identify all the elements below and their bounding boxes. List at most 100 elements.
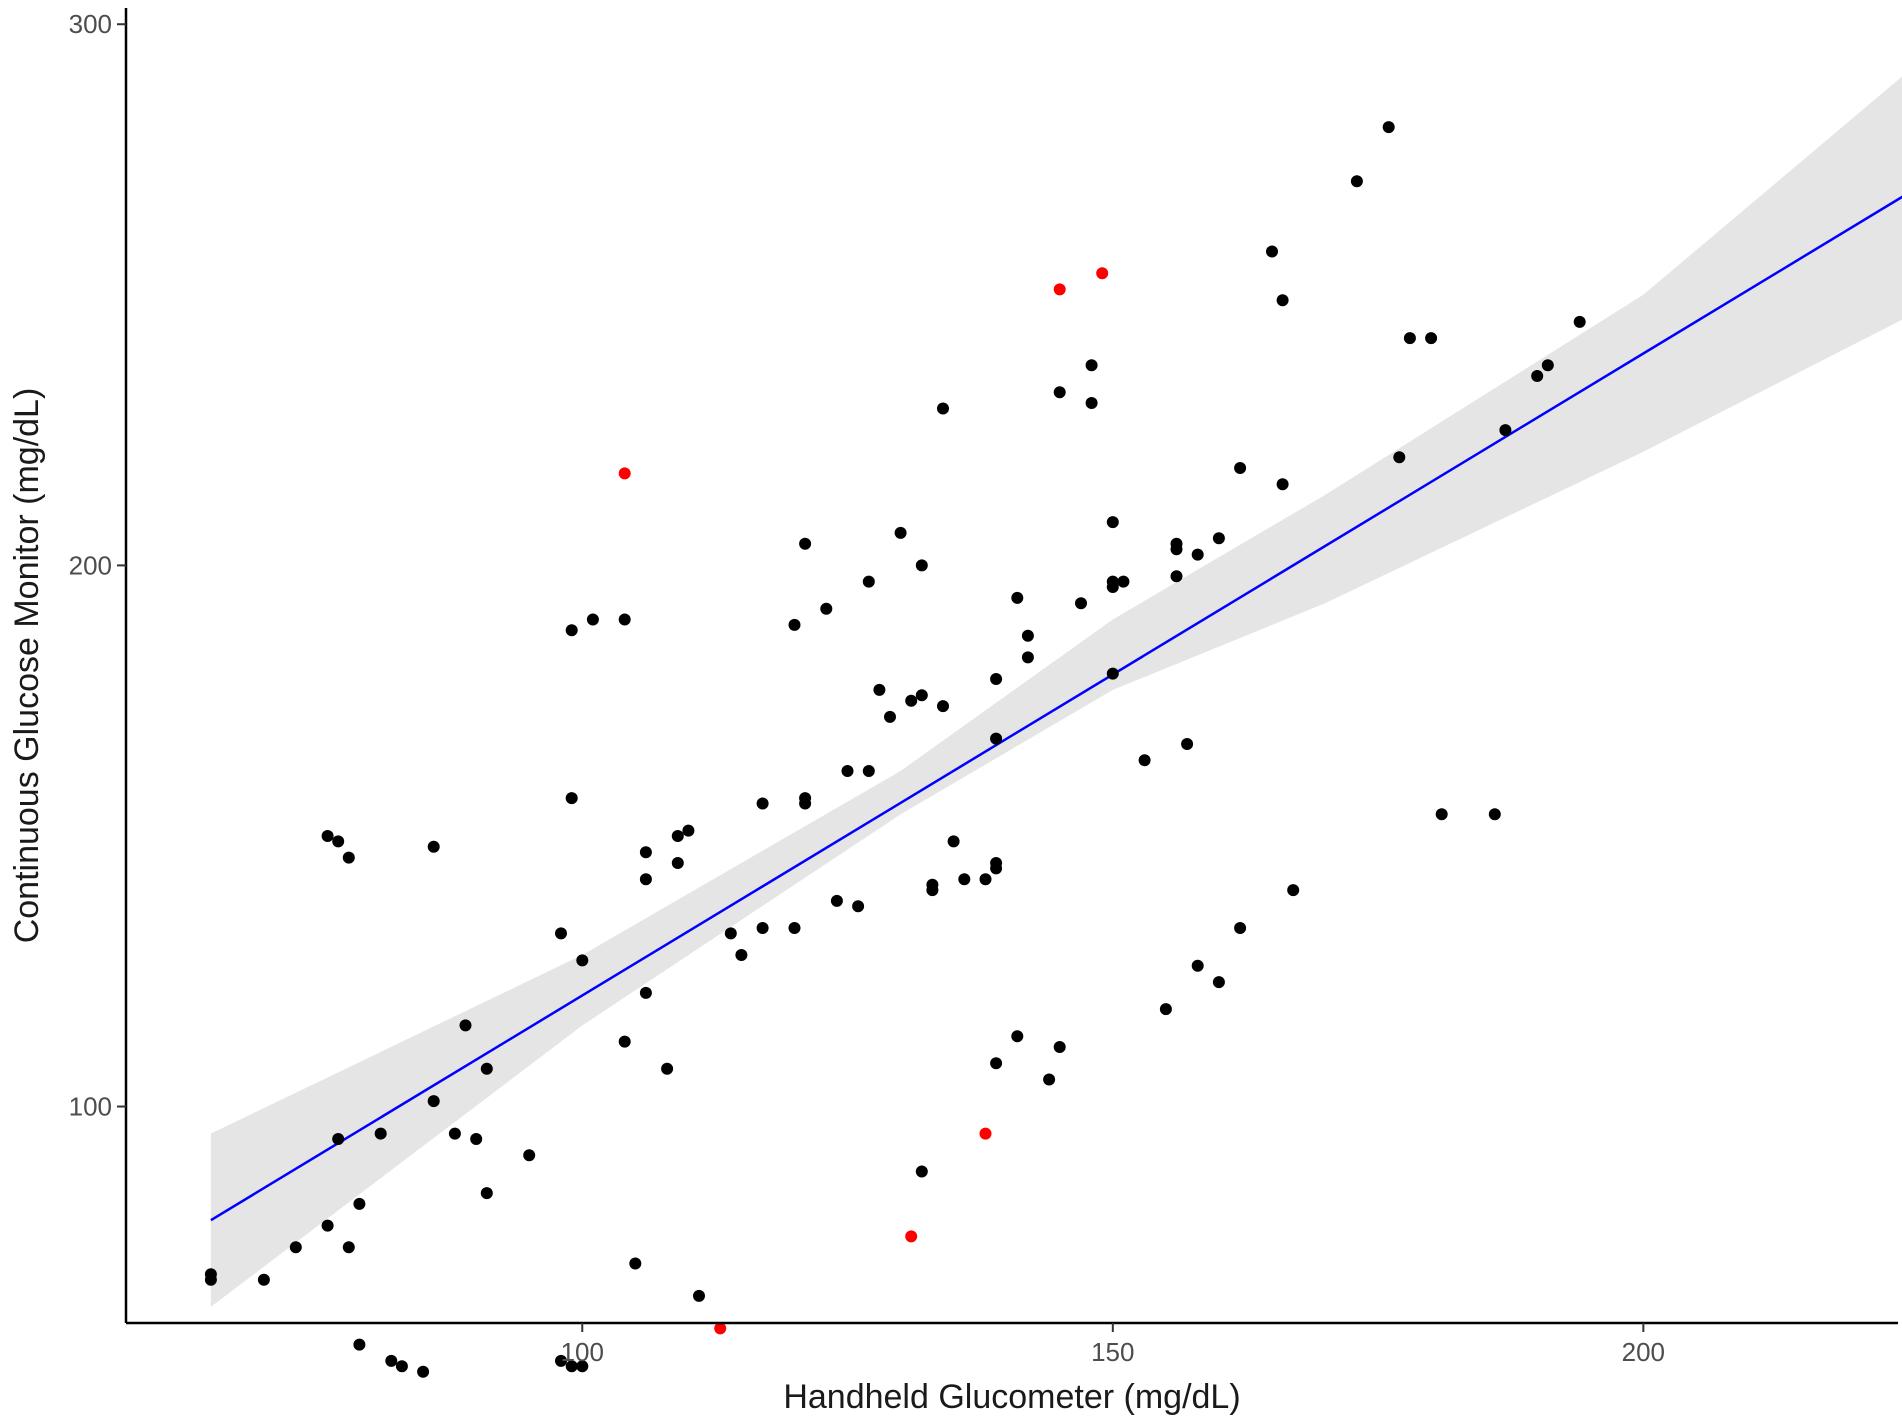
data-point bbox=[756, 797, 769, 810]
data-point bbox=[788, 922, 801, 934]
data-point bbox=[639, 986, 652, 999]
highlighted-point bbox=[979, 1127, 992, 1140]
data-point bbox=[1085, 359, 1098, 372]
data-point bbox=[1488, 808, 1501, 821]
data-point bbox=[1499, 424, 1512, 437]
data-point bbox=[1170, 570, 1183, 583]
data-point bbox=[724, 927, 737, 940]
data-point bbox=[915, 1165, 928, 1178]
data-point bbox=[1234, 922, 1247, 934]
data-point bbox=[735, 949, 748, 961]
data-point bbox=[1085, 397, 1098, 409]
highlighted-point bbox=[714, 1322, 727, 1335]
data-point bbox=[1181, 738, 1194, 750]
data-point bbox=[332, 1133, 345, 1145]
data-point bbox=[523, 1149, 536, 1162]
y-tick-label: 300 bbox=[69, 9, 112, 39]
data-point bbox=[661, 1062, 674, 1075]
confidence-band bbox=[210, 76, 1902, 1307]
y-tick-label: 100 bbox=[69, 1092, 112, 1122]
data-point bbox=[342, 851, 355, 864]
data-point bbox=[1382, 121, 1395, 134]
data-point bbox=[1573, 315, 1586, 328]
data-point bbox=[1191, 959, 1204, 972]
data-point bbox=[1053, 1041, 1066, 1053]
data-point bbox=[448, 1127, 461, 1140]
y-axis-title: Continuous Glucose Monitor (mg/dL) bbox=[8, 388, 46, 944]
data-point bbox=[586, 613, 599, 626]
data-point bbox=[1234, 462, 1247, 474]
data-point bbox=[830, 894, 843, 907]
data-point bbox=[289, 1241, 302, 1254]
data-point bbox=[894, 526, 907, 539]
data-point bbox=[204, 1268, 217, 1281]
fit-line bbox=[210, 195, 1902, 1222]
highlighted-point bbox=[1096, 267, 1109, 280]
data-point bbox=[958, 873, 971, 886]
data-point bbox=[979, 873, 992, 886]
data-point bbox=[618, 1035, 631, 1048]
data-point bbox=[427, 840, 440, 853]
y-tick-label: 200 bbox=[69, 550, 112, 580]
data-point bbox=[1075, 597, 1087, 610]
data-point bbox=[671, 830, 684, 842]
data-point bbox=[1425, 332, 1438, 345]
data-point bbox=[799, 537, 812, 550]
data-point bbox=[1212, 532, 1225, 545]
data-point bbox=[395, 1360, 408, 1373]
data-point bbox=[565, 1360, 578, 1373]
data-point bbox=[565, 792, 578, 805]
x-tick-label: 100 bbox=[561, 1337, 604, 1367]
data-point bbox=[990, 857, 1003, 869]
data-point bbox=[682, 824, 695, 837]
confidence-band-overlay bbox=[210, 76, 1902, 1307]
data-point bbox=[937, 700, 949, 713]
data-point bbox=[915, 559, 928, 572]
data-point bbox=[915, 689, 928, 702]
data-point bbox=[693, 1289, 705, 1302]
points-layer bbox=[204, 121, 1586, 1378]
data-point bbox=[1159, 1003, 1172, 1016]
data-point bbox=[1117, 575, 1130, 588]
data-point bbox=[671, 857, 684, 869]
data-point bbox=[639, 873, 652, 886]
data-point bbox=[618, 613, 631, 626]
ticks-layer: 100 150 200 100 200 300 bbox=[69, 9, 1665, 1367]
data-point bbox=[470, 1133, 483, 1145]
data-point bbox=[576, 954, 589, 967]
data-point bbox=[937, 402, 949, 415]
data-point bbox=[873, 683, 886, 696]
data-point bbox=[1350, 175, 1363, 188]
data-point bbox=[555, 1354, 567, 1367]
data-point bbox=[417, 1365, 430, 1378]
data-point bbox=[332, 835, 345, 848]
x-tick-label: 200 bbox=[1622, 1337, 1665, 1367]
x-tick-label: 150 bbox=[1091, 1337, 1134, 1367]
highlighted-point bbox=[618, 467, 631, 480]
data-point bbox=[480, 1187, 493, 1200]
data-point bbox=[1106, 575, 1119, 588]
data-point bbox=[321, 830, 334, 842]
data-point bbox=[799, 792, 812, 805]
data-point bbox=[841, 765, 854, 777]
data-point bbox=[353, 1338, 366, 1351]
data-point bbox=[1106, 516, 1119, 529]
data-point bbox=[1191, 548, 1204, 561]
data-point bbox=[1531, 370, 1544, 382]
data-point bbox=[905, 694, 918, 707]
data-point bbox=[427, 1095, 440, 1108]
data-point bbox=[990, 673, 1003, 685]
data-point bbox=[1138, 754, 1151, 767]
data-point bbox=[1276, 294, 1289, 307]
data-point bbox=[820, 602, 833, 615]
x-axis-title: Handheld Glucometer (mg/dL) bbox=[783, 1378, 1240, 1416]
data-point bbox=[385, 1354, 398, 1367]
highlighted-point bbox=[905, 1230, 918, 1243]
data-point bbox=[1266, 245, 1278, 258]
data-point bbox=[565, 624, 578, 637]
data-point bbox=[756, 922, 769, 934]
data-point bbox=[1106, 667, 1119, 680]
data-point bbox=[459, 1019, 472, 1032]
data-point bbox=[257, 1273, 270, 1286]
